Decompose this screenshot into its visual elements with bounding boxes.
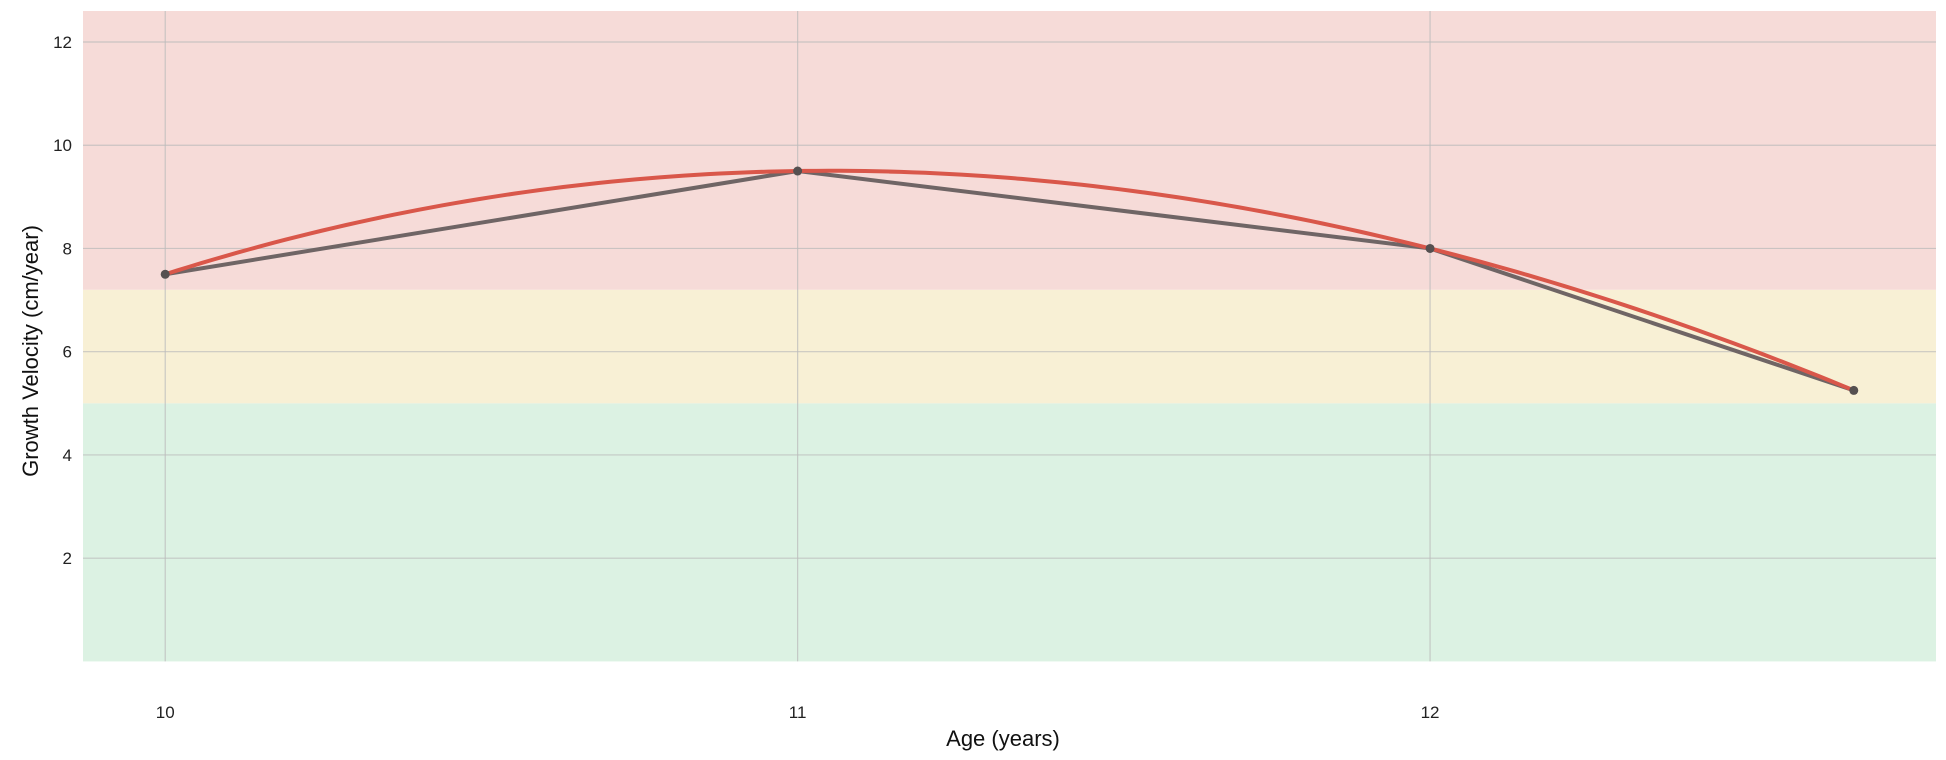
data-point <box>793 166 803 176</box>
data-point <box>1849 385 1859 395</box>
data-point <box>1425 243 1435 253</box>
series-layer <box>163 168 1856 393</box>
observed-velocity-line <box>163 169 1856 393</box>
y-tick-label: 6 <box>63 343 72 362</box>
fitted-curve-line <box>163 168 1856 393</box>
y-tick-label: 4 <box>63 446 72 465</box>
y-tick-label: 10 <box>53 136 72 155</box>
tick-labels: 2 4 6 8 10 12 10 11 12 <box>53 33 1439 722</box>
band-1 <box>83 289 1936 404</box>
y-tick-label: 2 <box>63 549 72 568</box>
y-tick-label: 8 <box>63 239 72 258</box>
x-axis-title: Age (years) <box>946 726 1060 751</box>
data-point <box>160 269 170 279</box>
data-points <box>160 166 1859 395</box>
y-tick-label: 12 <box>53 33 72 52</box>
x-tick-label: 12 <box>1421 703 1440 722</box>
band-2 <box>83 11 1936 290</box>
gridlines <box>83 11 1936 662</box>
y-axis-title: Growth Velocity (cm/year) <box>18 225 43 477</box>
band-0 <box>83 403 1936 662</box>
velocity-bands <box>83 11 1936 662</box>
x-tick-label: 11 <box>789 703 807 722</box>
x-tick-label: 10 <box>156 703 175 722</box>
